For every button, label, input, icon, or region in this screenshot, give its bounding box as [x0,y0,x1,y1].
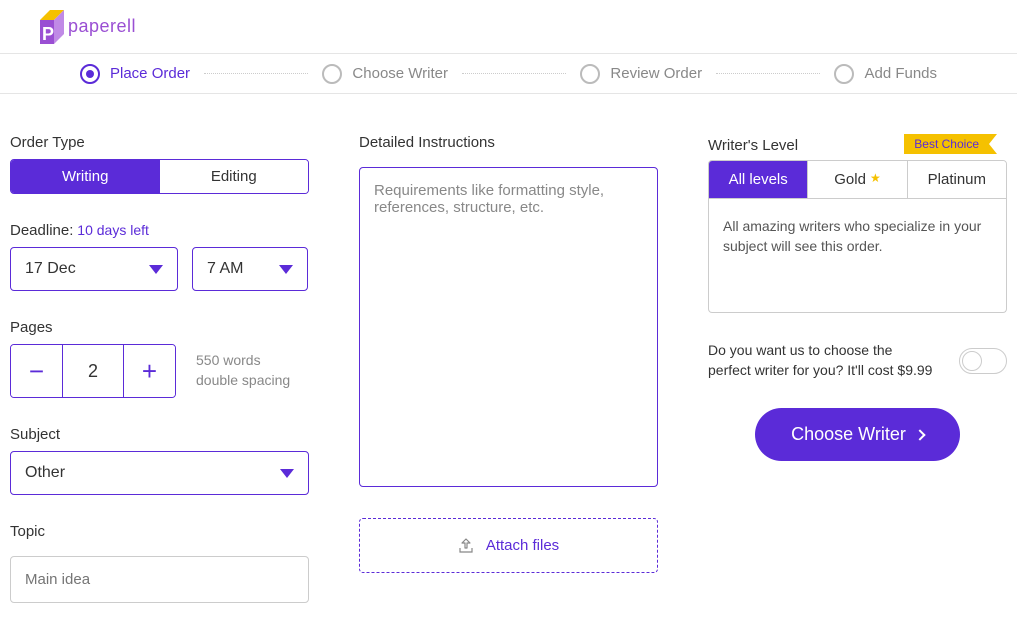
step-review-order[interactable]: Review Order [580,64,702,84]
logo-icon: P [36,10,66,44]
topic-input[interactable] [10,556,309,603]
logo-text: paperell [68,16,136,37]
chevron-down-icon [280,469,294,478]
star-icon: ★ [870,171,881,185]
choose-writer-button[interactable]: Choose Writer [755,408,960,461]
topic-label: Topic [10,523,309,540]
tab-gold-label: Gold [834,171,866,188]
svg-text:P: P [42,24,54,44]
col-left: Order Type Writing Editing Deadline: 10 … [10,134,309,603]
writers-level-label: Writer's Level [708,137,798,154]
step-label: Review Order [610,65,702,82]
deadline-time-value: 7 AM [207,260,243,278]
instructions-textarea[interactable] [359,167,658,487]
pages-stepper: − 2 + [10,344,176,398]
tab-gold[interactable]: Gold ★ [808,161,907,198]
pages-label: Pages [10,319,309,336]
cta-label: Choose Writer [791,424,906,445]
writers-level-description: All amazing writers who specialize in yo… [708,199,1007,313]
step-label: Add Funds [864,65,937,82]
step-add-funds[interactable]: Add Funds [834,64,937,84]
switch-knob [962,351,982,371]
main: Order Type Writing Editing Deadline: 10 … [0,94,1017,623]
perfect-writer-text: Do you want us to choose the perfect wri… [708,341,939,380]
connector [204,73,308,74]
chevron-down-icon [149,265,163,274]
pages-value: 2 [63,345,123,397]
step-choose-writer[interactable]: Choose Writer [322,64,448,84]
step-label: Place Order [110,65,190,82]
connector [716,73,820,74]
pages-increment[interactable]: + [123,345,175,397]
step-label: Choose Writer [352,65,448,82]
attach-label: Attach files [486,537,559,554]
pages-decrement[interactable]: − [11,345,63,397]
pages-words: 550 words [196,351,290,371]
header: P paperell [0,0,1017,54]
deadline-label: Deadline: [10,222,73,239]
pages-spacing: double spacing [196,371,290,391]
pages-note: 550 words double spacing [196,351,290,390]
step-place-order[interactable]: Place Order [80,64,190,84]
col-right: Writer's Level Best Choice All levels Go… [708,134,1007,603]
deadline-remaining: 10 days left [77,222,149,238]
chevron-down-icon [279,265,293,274]
instructions-label: Detailed Instructions [359,134,658,151]
order-type-toggle: Writing Editing [10,159,309,194]
order-type-writing[interactable]: Writing [11,160,160,193]
attach-files[interactable]: Attach files [359,518,658,573]
upload-icon [458,538,474,554]
logo[interactable]: P paperell [36,10,136,44]
deadline-time-select[interactable]: 7 AM [192,247,308,291]
chevron-right-icon [914,429,925,440]
deadline-date-value: 17 Dec [25,260,76,278]
best-choice-badge: Best Choice [904,134,989,154]
writers-level-tabs: All levels Gold ★ Platinum [708,160,1007,199]
order-type-editing[interactable]: Editing [160,160,309,193]
subject-value: Other [25,464,65,482]
connector [462,73,566,74]
order-type-label: Order Type [10,134,309,151]
subject-label: Subject [10,426,309,443]
tab-platinum[interactable]: Platinum [908,161,1006,198]
tab-all-levels[interactable]: All levels [709,161,808,198]
progress-steps: Place Order Choose Writer Review Order A… [0,54,1017,94]
col-mid: Detailed Instructions Attach files [359,134,658,603]
subject-select[interactable]: Other [10,451,309,495]
perfect-writer-toggle[interactable] [959,348,1007,374]
deadline-date-select[interactable]: 17 Dec [10,247,178,291]
